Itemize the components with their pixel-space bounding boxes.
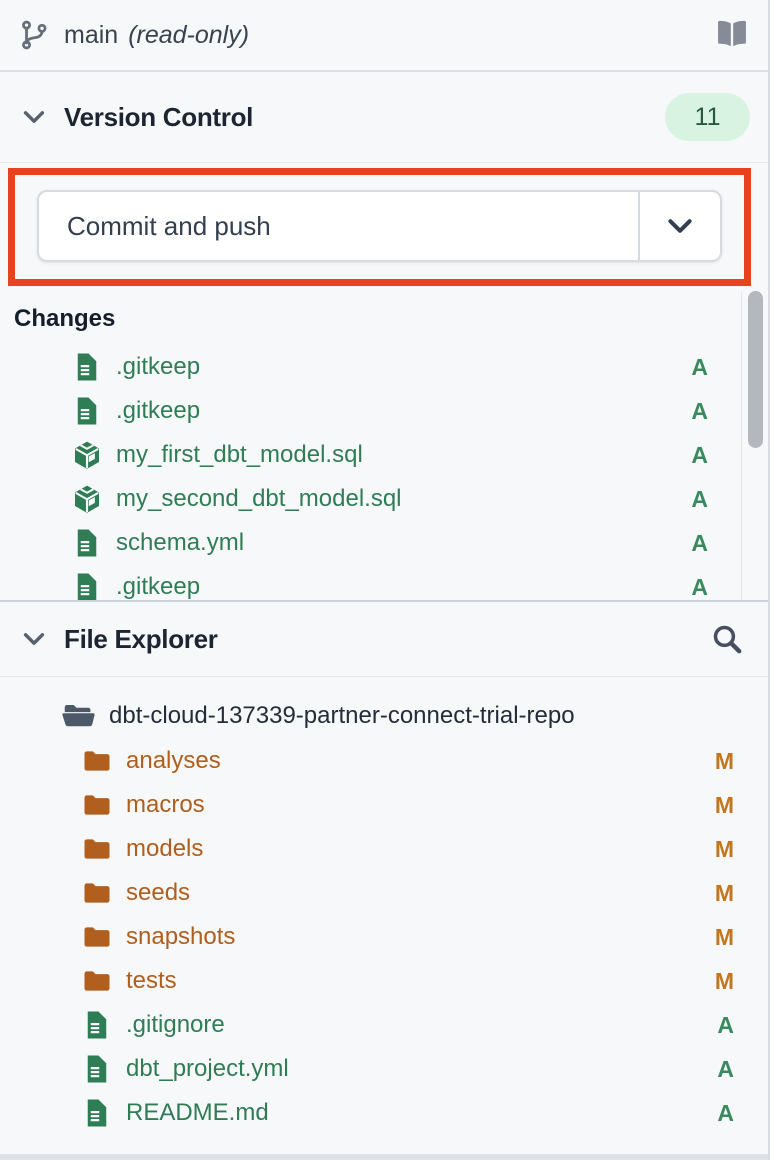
changes-list: .gitkeep A .gitkeep A my_first_dbt_model… [0, 345, 768, 602]
file-explorer-header[interactable]: File Explorer [0, 602, 768, 677]
file-icon [82, 1098, 112, 1128]
git-status-letter: A [717, 1099, 734, 1126]
branch-name: main [64, 20, 119, 49]
file-name: .gitkeep [116, 353, 201, 380]
git-status-letter: M [714, 967, 734, 994]
git-branch-icon [18, 19, 50, 51]
git-status-letter: M [714, 879, 734, 906]
file-name: tests [126, 967, 177, 994]
file-name: analyses [126, 747, 221, 774]
branch-mode-label: (read-only) [128, 20, 250, 49]
git-status-letter: A [717, 1055, 734, 1082]
file-name: dbt_project.yml [126, 1055, 289, 1082]
file-row[interactable]: models M [0, 827, 768, 871]
chevron-down-icon[interactable] [20, 625, 48, 653]
file-row[interactable]: seeds M [0, 871, 768, 915]
git-status-letter: M [714, 791, 734, 818]
scrollbar-thumb[interactable] [747, 291, 763, 448]
file-row[interactable]: snapshots M [0, 915, 768, 959]
version-control-header[interactable]: Version Control 11 [0, 72, 768, 163]
file-name: my_second_dbt_model.sql [116, 485, 402, 512]
git-status-letter: A [717, 1011, 734, 1038]
scrollbar-track [741, 291, 768, 600]
git-status-letter: A [691, 353, 708, 380]
file-name: schema.yml [116, 529, 245, 556]
commit-and-push-label[interactable]: Commit and push [67, 210, 271, 241]
chevron-down-icon [664, 210, 696, 242]
model-icon [72, 484, 102, 514]
file-row[interactable]: .gitignore A [0, 1003, 768, 1047]
git-status-letter: M [714, 835, 734, 862]
model-icon [72, 440, 102, 470]
file-name: models [126, 835, 204, 862]
file-icon [72, 572, 102, 602]
file-row[interactable]: tests M [0, 959, 768, 1003]
file-name: .gitkeep [116, 397, 201, 424]
folder-open-icon [62, 700, 95, 733]
file-row[interactable]: analyses M [0, 739, 768, 783]
commit-and-push-button[interactable]: Commit and push [37, 190, 722, 262]
bottom-panel-edge [0, 1154, 768, 1160]
file-tree-items: analyses M macros M models M seeds M sna… [0, 739, 768, 1135]
commit-options-dropdown[interactable] [638, 192, 720, 260]
git-status-letter: A [691, 485, 708, 512]
version-control-title: Version Control [64, 101, 254, 132]
file-icon [82, 1010, 112, 1040]
folder-icon [82, 746, 112, 776]
chevron-down-icon[interactable] [20, 103, 48, 131]
git-status-letter: A [691, 441, 708, 468]
changes-count-badge: 11 [665, 93, 750, 141]
file-name: .gitignore [126, 1011, 225, 1038]
git-status-letter: M [714, 747, 734, 774]
git-status-letter: A [691, 397, 708, 424]
changes-section: Changes .gitkeep A .gitkeep A my_first_d… [0, 291, 768, 602]
search-icon[interactable] [710, 622, 744, 656]
changes-label: Changes [14, 305, 116, 332]
file-tree: dbt-cloud-137339-partner-connect-trial-r… [0, 677, 768, 1154]
folder-icon [82, 922, 112, 952]
folder-icon [82, 966, 112, 996]
file-icon [82, 1054, 112, 1084]
file-row[interactable]: .gitkeep A [0, 389, 768, 433]
folder-icon [82, 878, 112, 908]
repo-root-name: dbt-cloud-137339-partner-connect-trial-r… [109, 702, 575, 729]
file-row[interactable]: schema.yml A [0, 521, 768, 565]
file-icon [72, 352, 102, 382]
repo-root-row[interactable]: dbt-cloud-137339-partner-connect-trial-r… [0, 693, 768, 739]
file-row[interactable]: .gitkeep A [0, 345, 768, 389]
docs-book-icon[interactable] [712, 17, 752, 53]
git-status-letter: M [714, 923, 734, 950]
file-row[interactable]: macros M [0, 783, 768, 827]
file-name: my_first_dbt_model.sql [116, 441, 363, 468]
file-row[interactable]: dbt_project.yml A [0, 1047, 768, 1091]
commit-zone: Commit and push [0, 163, 768, 291]
folder-icon [82, 790, 112, 820]
file-name: snapshots [126, 923, 236, 950]
file-icon [72, 396, 102, 426]
folder-icon [82, 834, 112, 864]
file-row[interactable]: my_first_dbt_model.sql A [0, 433, 768, 477]
file-row[interactable]: my_second_dbt_model.sql A [0, 477, 768, 521]
branch-bar: main (read-only) [0, 0, 768, 72]
file-name: .gitkeep [116, 573, 201, 600]
file-name: macros [126, 791, 205, 818]
file-explorer-title: File Explorer [64, 623, 218, 654]
file-icon [72, 528, 102, 558]
file-name: README.md [126, 1099, 269, 1126]
file-row[interactable]: .gitkeep A [0, 565, 768, 602]
git-status-letter: A [691, 529, 708, 556]
git-status-letter: A [691, 573, 708, 600]
file-name: seeds [126, 879, 191, 906]
file-row[interactable]: README.md A [0, 1091, 768, 1135]
